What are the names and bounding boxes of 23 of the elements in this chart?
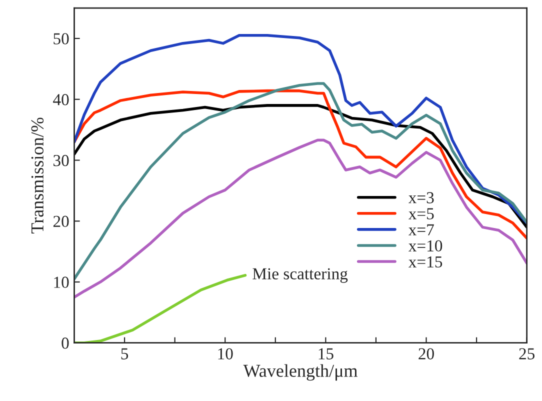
x-tick-label: 20 [418,348,434,360]
x-tick-label: 10 [218,348,233,360]
x-tick-label: 5 [121,348,128,360]
x-axis-title: Wavelength/μm [243,364,358,381]
y-axis-title: Transmission/% [31,118,44,234]
annotation: Mie scattering [252,268,348,283]
y-tick-label: 30 [54,154,69,166]
legend-label: x=5 [408,208,434,220]
y-tick-label: 10 [54,276,69,288]
legend-label: x=15 [408,256,442,268]
line-series [74,34,527,224]
y-tick-label: 40 [53,94,69,106]
y-tick-label: 50 [54,33,69,44]
legend-label: x=10 [408,240,442,252]
x-tick-label: 15 [318,348,334,360]
y-tick-label: 0 [62,338,69,349]
legend-label: x=7 [408,224,434,236]
legend-label: x=3 [408,192,434,204]
line-series [74,274,247,343]
line-series [74,138,527,299]
x-tick-label: 25 [519,348,535,360]
y-tick-label: 20 [53,216,69,228]
line-series [74,89,527,240]
